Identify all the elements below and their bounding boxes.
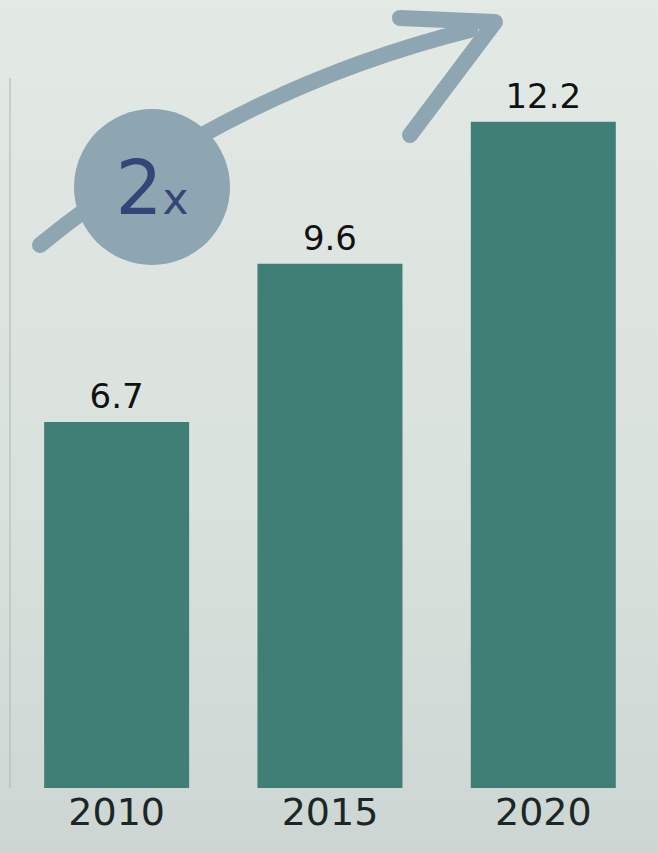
svg-text:2010: 2010	[68, 790, 165, 834]
svg-text:2x: 2x	[115, 145, 188, 231]
svg-text:12.2: 12.2	[505, 76, 581, 116]
svg-text:2015: 2015	[282, 790, 379, 834]
svg-text:6.7: 6.7	[90, 376, 144, 416]
svg-text:9.6: 9.6	[303, 218, 357, 258]
svg-text:2020: 2020	[495, 790, 592, 834]
